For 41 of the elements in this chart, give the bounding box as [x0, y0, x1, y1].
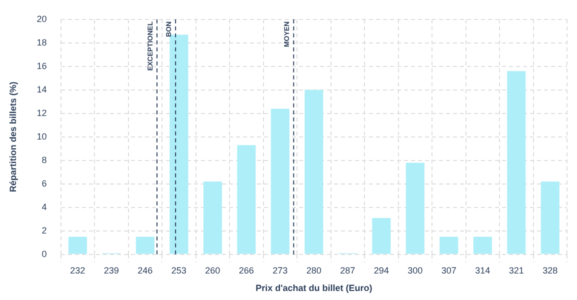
x-tick-label: 314 [475, 265, 490, 276]
y-axis-title: Répartition des billets (%) [8, 82, 18, 192]
y-tick-label: 14 [36, 84, 47, 94]
bar [507, 71, 526, 254]
bar [473, 236, 492, 254]
bar [304, 90, 324, 254]
y-tick-label: 6 [42, 178, 47, 188]
x-tick-label: 273 [272, 265, 288, 276]
y-tick-label: 12 [36, 108, 47, 118]
x-tick-label: 260 [205, 265, 220, 276]
x-tick-label: 253 [171, 265, 186, 276]
y-tick-label: 16 [36, 60, 47, 71]
x-tick-label: 300 [408, 265, 423, 276]
bar [372, 218, 391, 254]
y-tick-label: 10 [36, 131, 47, 142]
bar [170, 34, 188, 254]
bar [237, 145, 256, 254]
bar [203, 182, 222, 254]
x-tick-label: 232 [70, 265, 86, 276]
x-tick-label: 266 [238, 265, 254, 276]
bar [406, 162, 424, 254]
bar [68, 236, 87, 254]
y-tick-label: 2 [42, 225, 47, 236]
x-tick-label: 307 [441, 265, 456, 276]
x-tick-label: 321 [508, 265, 524, 276]
y-tick-label: 4 [42, 202, 47, 212]
bar [440, 236, 458, 254]
x-tick-label: 294 [374, 265, 389, 276]
y-tick-label: 20 [36, 14, 47, 24]
y-tick-label: 8 [42, 154, 47, 165]
x-tick-label: 239 [104, 265, 119, 276]
y-tick-label: 0 [42, 248, 47, 259]
x-tick-label: 328 [542, 265, 558, 276]
x-tick-label: 280 [306, 265, 322, 276]
bar [270, 108, 290, 254]
x-tick-label: 287 [340, 265, 356, 276]
bar [540, 182, 560, 254]
y-tick-label: 18 [36, 37, 47, 48]
x-axis-title: Prix d'achat du billet (Euro) [256, 283, 372, 294]
x-tick-label: 246 [138, 265, 153, 276]
bar [136, 236, 154, 254]
